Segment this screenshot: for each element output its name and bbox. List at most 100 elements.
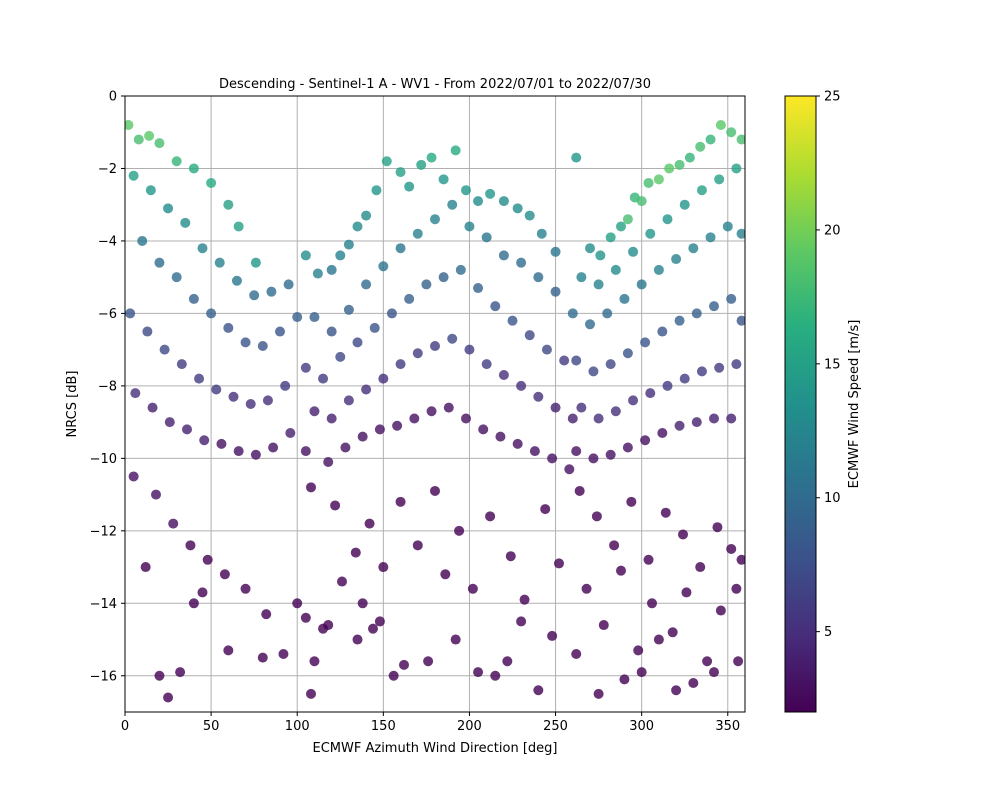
- data-point: [715, 119, 726, 130]
- data-point: [679, 373, 690, 384]
- data-point: [335, 250, 346, 261]
- data-point: [395, 359, 406, 370]
- data-point: [691, 308, 702, 319]
- data-point: [292, 598, 303, 609]
- data-point: [671, 254, 682, 265]
- data-point: [628, 246, 639, 257]
- chart-title: Descending - Sentinel-1 A - WV1 - From 2…: [219, 77, 651, 92]
- data-point: [231, 275, 242, 286]
- data-point: [605, 449, 616, 460]
- colorbar-tick-label: 5: [824, 625, 832, 640]
- data-point: [257, 652, 268, 663]
- data-point: [168, 518, 179, 529]
- data-point: [233, 221, 244, 232]
- data-point: [438, 272, 449, 283]
- data-point: [576, 272, 587, 283]
- data-point: [443, 402, 454, 413]
- data-point: [636, 667, 647, 678]
- y-axis-label: NRCS [dB]: [65, 371, 80, 438]
- data-point: [176, 359, 187, 370]
- data-point: [250, 257, 261, 268]
- data-point: [309, 312, 320, 323]
- y-axis-ticks: 0 −2 −4 −6 −8 −10 −12 −14 −16: [90, 90, 125, 684]
- data-point: [285, 427, 296, 438]
- data-point: [588, 453, 599, 464]
- data-point: [454, 525, 465, 536]
- data-point: [223, 645, 234, 656]
- data-point: [643, 554, 654, 565]
- data-point: [318, 373, 329, 384]
- data-point: [626, 496, 637, 507]
- data-point: [250, 449, 261, 460]
- data-point: [593, 688, 604, 699]
- data-point: [214, 257, 225, 268]
- data-point: [731, 583, 742, 594]
- plot-frame: [124, 95, 746, 713]
- data-point: [571, 446, 582, 457]
- data-point: [593, 413, 604, 424]
- data-point: [343, 395, 354, 406]
- data-point: [691, 417, 702, 428]
- data-point: [159, 344, 170, 355]
- data-point: [731, 359, 742, 370]
- y-tick-label: 0: [109, 90, 117, 105]
- data-point: [533, 685, 544, 696]
- data-point: [361, 384, 372, 395]
- data-point: [616, 565, 626, 576]
- data-point: [194, 373, 205, 384]
- data-point: [144, 130, 155, 141]
- y-tick-label: −6: [98, 307, 117, 322]
- data-point: [736, 228, 745, 239]
- data-point: [559, 355, 570, 366]
- data-point: [197, 243, 208, 254]
- data-point: [481, 359, 492, 370]
- data-point: [505, 551, 516, 562]
- data-point: [640, 435, 651, 446]
- data-point: [426, 152, 437, 163]
- data-point: [571, 152, 582, 163]
- data-point: [628, 395, 639, 406]
- data-point: [357, 598, 368, 609]
- data-point: [660, 507, 671, 518]
- data-point: [182, 424, 192, 435]
- data-point: [550, 246, 561, 257]
- data-point: [622, 348, 633, 359]
- data-point: [275, 326, 285, 337]
- data-point: [714, 362, 725, 373]
- data-point: [605, 359, 616, 370]
- colorbar-frame: [784, 95, 817, 713]
- data-point: [541, 344, 552, 355]
- data-point: [657, 326, 668, 337]
- data-point: [128, 170, 139, 181]
- data-point: [340, 442, 351, 453]
- data-point: [576, 402, 587, 413]
- data-point: [495, 431, 506, 442]
- data-point: [430, 341, 440, 352]
- data-point: [163, 692, 174, 703]
- data-point: [481, 232, 492, 243]
- data-point: [736, 134, 745, 145]
- data-point: [395, 167, 406, 178]
- data-point: [421, 279, 432, 290]
- data-point: [681, 587, 692, 598]
- data-point: [300, 250, 311, 261]
- colorbar-ticks: 5 10 15 20 25: [816, 90, 841, 640]
- data-point: [378, 261, 389, 272]
- data-point: [605, 232, 616, 243]
- data-point: [564, 464, 575, 475]
- data-point: [412, 348, 423, 359]
- data-point: [404, 293, 415, 304]
- data-point: [591, 511, 602, 522]
- data-point: [430, 485, 440, 496]
- data-point: [151, 489, 161, 500]
- data-point: [262, 395, 273, 406]
- data-point: [585, 319, 595, 330]
- data-point: [695, 562, 706, 573]
- y-tick-label: −10: [90, 452, 117, 467]
- data-point: [438, 174, 449, 185]
- data-point: [378, 373, 389, 384]
- data-point: [593, 279, 604, 290]
- data-point: [622, 214, 633, 225]
- data-point: [653, 264, 664, 275]
- data-point: [180, 217, 191, 228]
